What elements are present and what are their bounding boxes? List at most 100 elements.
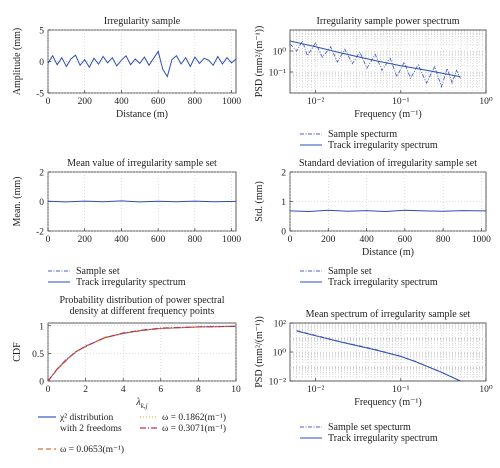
x-tick-label: 8 [196,385,201,395]
legend-label: Track irregularity spectrum [328,140,438,151]
legend-label: Sample set [76,266,120,277]
chart-title: density at different frequency points [70,306,215,317]
y-axis-label: Amplitude (mm) [12,28,23,96]
y-tick-label: 0.5 [32,350,44,360]
y-tick-label: -2 [36,228,44,238]
legend-label: Sample set [328,266,372,277]
legend-label: Track irregularity spectrum [76,277,186,288]
plot-frame [289,322,487,382]
chart-0-series [48,50,236,78]
y-tick-label: 0 [39,378,44,388]
x-axis-label: Frequency (m⁻¹) [354,397,421,408]
x-tick-label: 1000 [222,235,241,245]
y-tick-label: -5 [36,90,44,100]
y-tick-label: 5 [39,27,44,37]
cdf-series-3 [48,325,236,381]
x-axis-label: Frequency (m⁻¹) [354,109,421,120]
series-line-0 [48,200,236,203]
x-tick-label: 2 [83,385,88,395]
x-tick-label: 1000 [222,97,241,107]
x-tick-label: 600 [398,235,413,245]
x-tick-label: 400 [114,97,129,107]
x-tick-label: 200 [78,97,93,107]
chart-1-axes: 10⁻² 10⁻¹ 10⁰ 10⁻¹ 10⁰ Irregularity sample po… [254,16,493,120]
chart-title: Irregularity sample power spectrum [316,16,459,27]
x-tick-label: 600 [151,235,166,245]
x-tick-label: 800 [188,235,203,245]
x-tick-label: 200 [78,235,93,245]
x-tick-label: 0 [46,97,51,107]
chart-5-series [296,330,461,381]
x-tick-label: 0 [46,385,51,395]
y-tick-label: 0 [39,198,44,208]
chart-3-series [290,209,486,213]
y-tick-label: 2 [281,169,286,179]
x-tick-label: 4 [121,385,126,395]
chart-title: Probability distribution of power spectr… [60,295,225,306]
y-tick-label: 0 [39,58,44,68]
y-tick-label: 10⁰ [273,349,287,359]
y-tick-label: 10⁻² [269,378,287,388]
sample-spectrum-line [290,39,461,89]
x-tick-label: 10 [231,385,241,395]
x-tick-label: 800 [436,235,451,245]
chart-title: Mean spectrum of irregularity sample set [306,309,471,320]
legend-label: Track irregularity spectrum [328,277,438,288]
y-tick-label: 2 [39,169,44,179]
y-axis-label: Std. (mm) [254,181,265,222]
x-tick-label: 10⁻¹ [392,97,410,107]
x-tick-label: 600 [151,97,166,107]
x-tick-label: 10⁰ [479,97,493,107]
cdf-series-2 [48,325,236,381]
plot-frame [289,171,487,232]
legend-label: ω = 0.1862(m⁻¹) [162,412,226,423]
y-tick-label: 1 [39,322,44,332]
chart-1-series [290,39,461,89]
x-tick-label: 200 [321,235,336,245]
chart-title: Mean value of irregularity sample set [67,158,217,169]
y-tick-label: 1 [281,198,286,208]
chart-title: Standard deviation of irregularity sampl… [299,158,477,169]
legend-label: Sample specturm [328,129,397,140]
series-line-0 [290,209,486,213]
track-spectrum-line [290,40,461,78]
y-axis-label: CDF [12,342,23,362]
x-axis-label: Distance (m) [362,247,414,258]
y-tick-label: 0 [281,228,286,238]
x-tick-label: 400 [114,235,129,245]
x-tick-label: 400 [359,235,374,245]
legend-label: with 2 freedoms [60,423,122,434]
chart-5-axes: 10⁻² 10⁻¹ 10⁰ 10⁻² 10⁰ 10² Mean spectrum of ir… [254,309,493,408]
x-tick-label: 6 [158,385,163,395]
x-tick-label: 0 [288,235,293,245]
y-axis-label: PSD (mm²/(m⁻¹)) [254,26,265,98]
x-tick-label: 800 [188,97,203,107]
chart-3-axes: 0 200 400 600 800 1000 0 1 2 Standard deviation o… [254,158,491,258]
x-tick-label: 0 [46,235,51,245]
chart-2-series [48,200,236,203]
y-tick-label: 10⁻¹ [269,69,287,79]
chart-4-axes: 0 2 4 6 8 10 0 0.5 1 Probability distribution of … [12,295,241,410]
x-tick-label: 1000 [472,235,491,245]
x-axis-label: Distance (m) [116,109,168,120]
plot-frame [47,322,237,382]
x-tick-label: 10⁰ [479,385,493,395]
plot-frame [289,29,487,94]
chart-4-series [48,325,236,381]
legend-label: Track irregularity spectrum [328,433,438,444]
track-spectrum-line [296,330,461,381]
x-tick-label: 10⁻² [307,97,325,107]
y-tick-label: 10² [274,320,287,330]
series-line-0 [48,50,236,78]
x-tick-label: 10⁻¹ [392,385,410,395]
y-axis-label: PSD (mm²/(m⁻¹)) [254,316,265,388]
x-tick-label: 10⁻² [307,385,325,395]
